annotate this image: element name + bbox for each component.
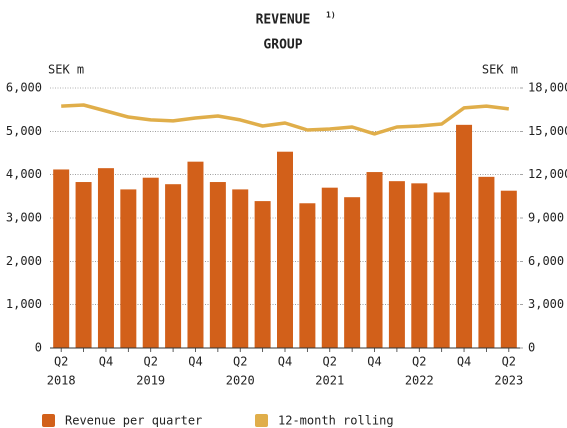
x-year-label: 2019 <box>136 374 165 388</box>
y2-tick-label: 6,000 <box>528 254 564 268</box>
y-tick-label: 5,000 <box>6 124 42 138</box>
y-tick-label: 2,000 <box>6 254 42 268</box>
bar <box>456 124 473 348</box>
x-tick-label: Q4 <box>457 355 471 369</box>
bar <box>388 181 405 348</box>
bar <box>321 187 338 348</box>
y2-tick-label: 3,000 <box>528 297 564 311</box>
bar <box>232 189 249 348</box>
bar <box>187 161 204 348</box>
y2-tick-label: 9,000 <box>528 211 564 225</box>
x-tick-label: Q4 <box>99 355 113 369</box>
bar <box>277 151 293 348</box>
bar <box>209 182 226 348</box>
bar <box>478 176 495 348</box>
bar <box>254 201 271 348</box>
legend-label: Revenue per quarter <box>65 414 202 428</box>
bar <box>97 168 114 348</box>
legend-label: 12-month rolling <box>278 414 394 428</box>
y2-tick-label: 12,000 <box>528 167 567 181</box>
x-tick-label: Q2 <box>233 355 247 369</box>
y2-tick-label: 0 <box>528 341 535 355</box>
bar <box>299 203 316 348</box>
x-year-label: 2020 <box>226 374 255 388</box>
x-tick-label: Q4 <box>367 355 381 369</box>
bar <box>120 189 137 348</box>
bar <box>53 169 70 348</box>
y2-tick-label: 18,000 <box>528 81 567 95</box>
chart-subtitle: GROUP <box>263 38 302 53</box>
legend-swatch <box>42 414 55 427</box>
bar <box>344 197 361 348</box>
y2-axis-label: SEK m <box>482 63 518 77</box>
y-tick-label: 3,000 <box>6 211 42 225</box>
bar <box>142 177 159 348</box>
bar <box>165 184 182 348</box>
line <box>61 103 510 136</box>
bar <box>433 192 450 348</box>
y-tick-label: 0 <box>35 341 42 355</box>
x-year-label: 2018 <box>47 374 76 388</box>
x-tick-label: Q2 <box>323 355 337 369</box>
x-tick-label: Q2 <box>54 355 68 369</box>
legend-swatch <box>255 414 268 427</box>
x-year-label: 2022 <box>405 374 434 388</box>
x-tick-label: Q2 <box>412 355 426 369</box>
chart-title: REVENUE <box>256 13 311 28</box>
y-tick-label: 1,000 <box>6 297 42 311</box>
x-year-label: 2023 <box>494 374 523 388</box>
y-tick-label: 4,000 <box>6 167 42 181</box>
x-tick-label: Q4 <box>278 355 292 369</box>
x-tick-label: Q4 <box>188 355 202 369</box>
bar <box>75 182 92 348</box>
title-note: 1) <box>326 11 336 20</box>
bar <box>411 183 428 348</box>
bar <box>366 172 383 348</box>
x-tick-label: Q2 <box>502 355 516 369</box>
y-axis-label: SEK m <box>48 63 84 77</box>
y-tick-label: 6,000 <box>6 81 42 95</box>
y2-tick-label: 15,000 <box>528 124 567 138</box>
x-tick-label: Q2 <box>143 355 157 369</box>
x-year-label: 2021 <box>315 374 344 388</box>
bar <box>500 190 517 348</box>
